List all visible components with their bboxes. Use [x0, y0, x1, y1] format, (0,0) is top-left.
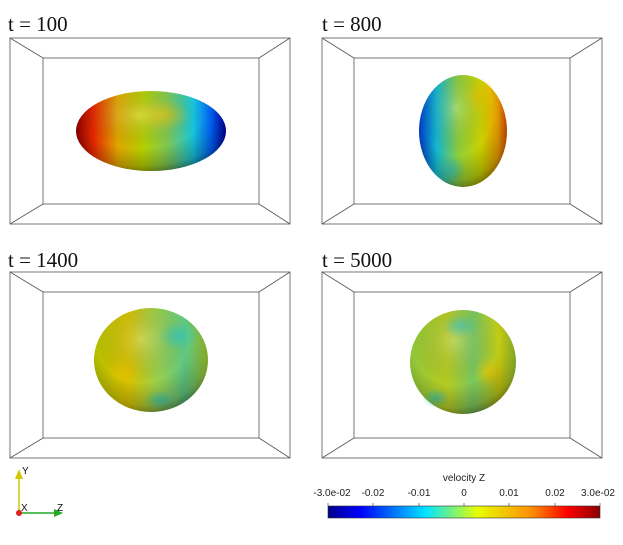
droplet-2 — [419, 75, 507, 187]
colorbar-tick: -0.02 — [361, 488, 385, 499]
colorbar-tick: -0.01 — [407, 488, 431, 499]
colorbar-tick: 0 — [461, 488, 467, 499]
colorbar — [327, 503, 601, 519]
axis-label-x: X — [21, 503, 28, 514]
panel-title-3: t = 1400 — [8, 248, 79, 272]
axis-label-y: Y — [22, 466, 29, 477]
axes-triad — [15, 469, 63, 517]
domain-box-2 — [321, 37, 603, 225]
droplet-3 — [94, 308, 208, 412]
panel-title-1: t = 100 — [8, 12, 68, 36]
colorbar-tick: 0.02 — [545, 488, 565, 499]
domain-box-3 — [9, 271, 291, 459]
domain-box-1 — [9, 37, 291, 225]
panel-title-4: t = 5000 — [322, 248, 393, 272]
axis-label-z: Z — [57, 503, 64, 514]
colorbar-tick: -3.0e-02 — [313, 488, 351, 499]
colorbar-tick: 0.01 — [499, 488, 519, 499]
colorbar-title: velocity Z — [442, 473, 486, 484]
droplet-1 — [76, 91, 226, 171]
colorbar-tick: 3.0e-02 — [581, 488, 615, 499]
droplet-4 — [410, 310, 516, 414]
panel-title-2: t = 800 — [322, 12, 382, 36]
domain-box-4 — [321, 271, 603, 459]
